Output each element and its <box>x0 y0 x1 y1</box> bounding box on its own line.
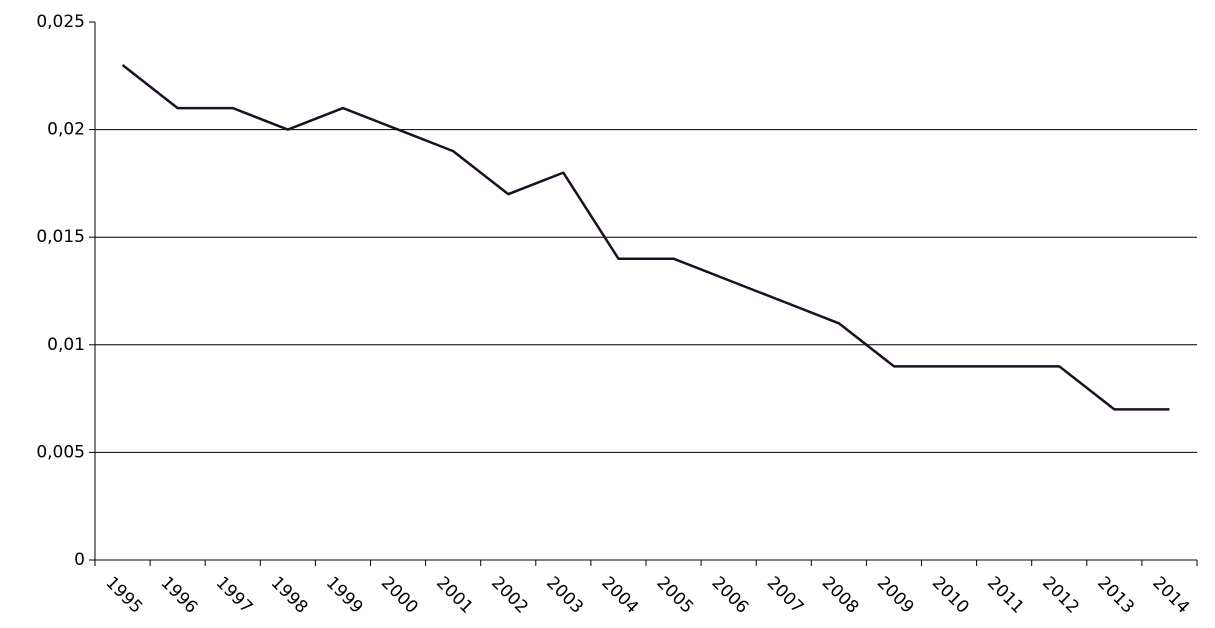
x-tick-label: 2001 <box>432 573 477 618</box>
x-tick-label: 2013 <box>1093 573 1138 618</box>
x-tick-label: 1999 <box>322 573 367 618</box>
data-line <box>121 64 1170 411</box>
y-tick-label: 0 <box>74 550 85 570</box>
x-tick-label: 2004 <box>597 573 642 618</box>
x-tick-label: 2007 <box>763 573 808 618</box>
x-tick-label: 2014 <box>1148 573 1193 618</box>
x-tick-label: 2005 <box>652 573 697 618</box>
x-tick-label: 1995 <box>101 573 146 618</box>
x-tick-label: 2012 <box>1038 573 1083 618</box>
y-tick-label: 0,01 <box>47 335 85 355</box>
x-tick-label: 2011 <box>983 573 1028 618</box>
x-tick-label: 2000 <box>377 573 422 618</box>
x-tick-label: 1998 <box>267 573 312 618</box>
x-tick-label: 2008 <box>818 573 863 618</box>
x-tick-label: 2003 <box>542 573 587 618</box>
y-tick-label: 0,025 <box>36 12 85 32</box>
x-tick-label: 2002 <box>487 573 532 618</box>
x-tick-label: 1996 <box>157 573 202 618</box>
x-tick-label: 1997 <box>212 573 257 618</box>
x-tick-label: 2006 <box>708 573 753 618</box>
y-tick-label: 0,02 <box>47 120 85 140</box>
x-tick-label: 2010 <box>928 573 973 618</box>
y-tick-label: 0,015 <box>36 227 85 247</box>
x-tick-label: 2009 <box>873 573 918 618</box>
y-tick-label: 0,005 <box>36 442 85 462</box>
